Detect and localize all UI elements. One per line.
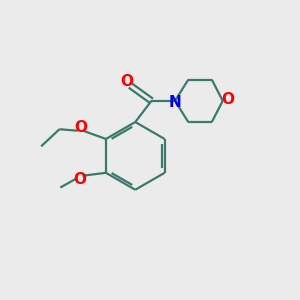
Text: O: O (74, 172, 86, 187)
Text: N: N (169, 95, 182, 110)
Text: O: O (221, 92, 235, 107)
Text: O: O (74, 120, 87, 135)
Text: O: O (120, 74, 133, 89)
